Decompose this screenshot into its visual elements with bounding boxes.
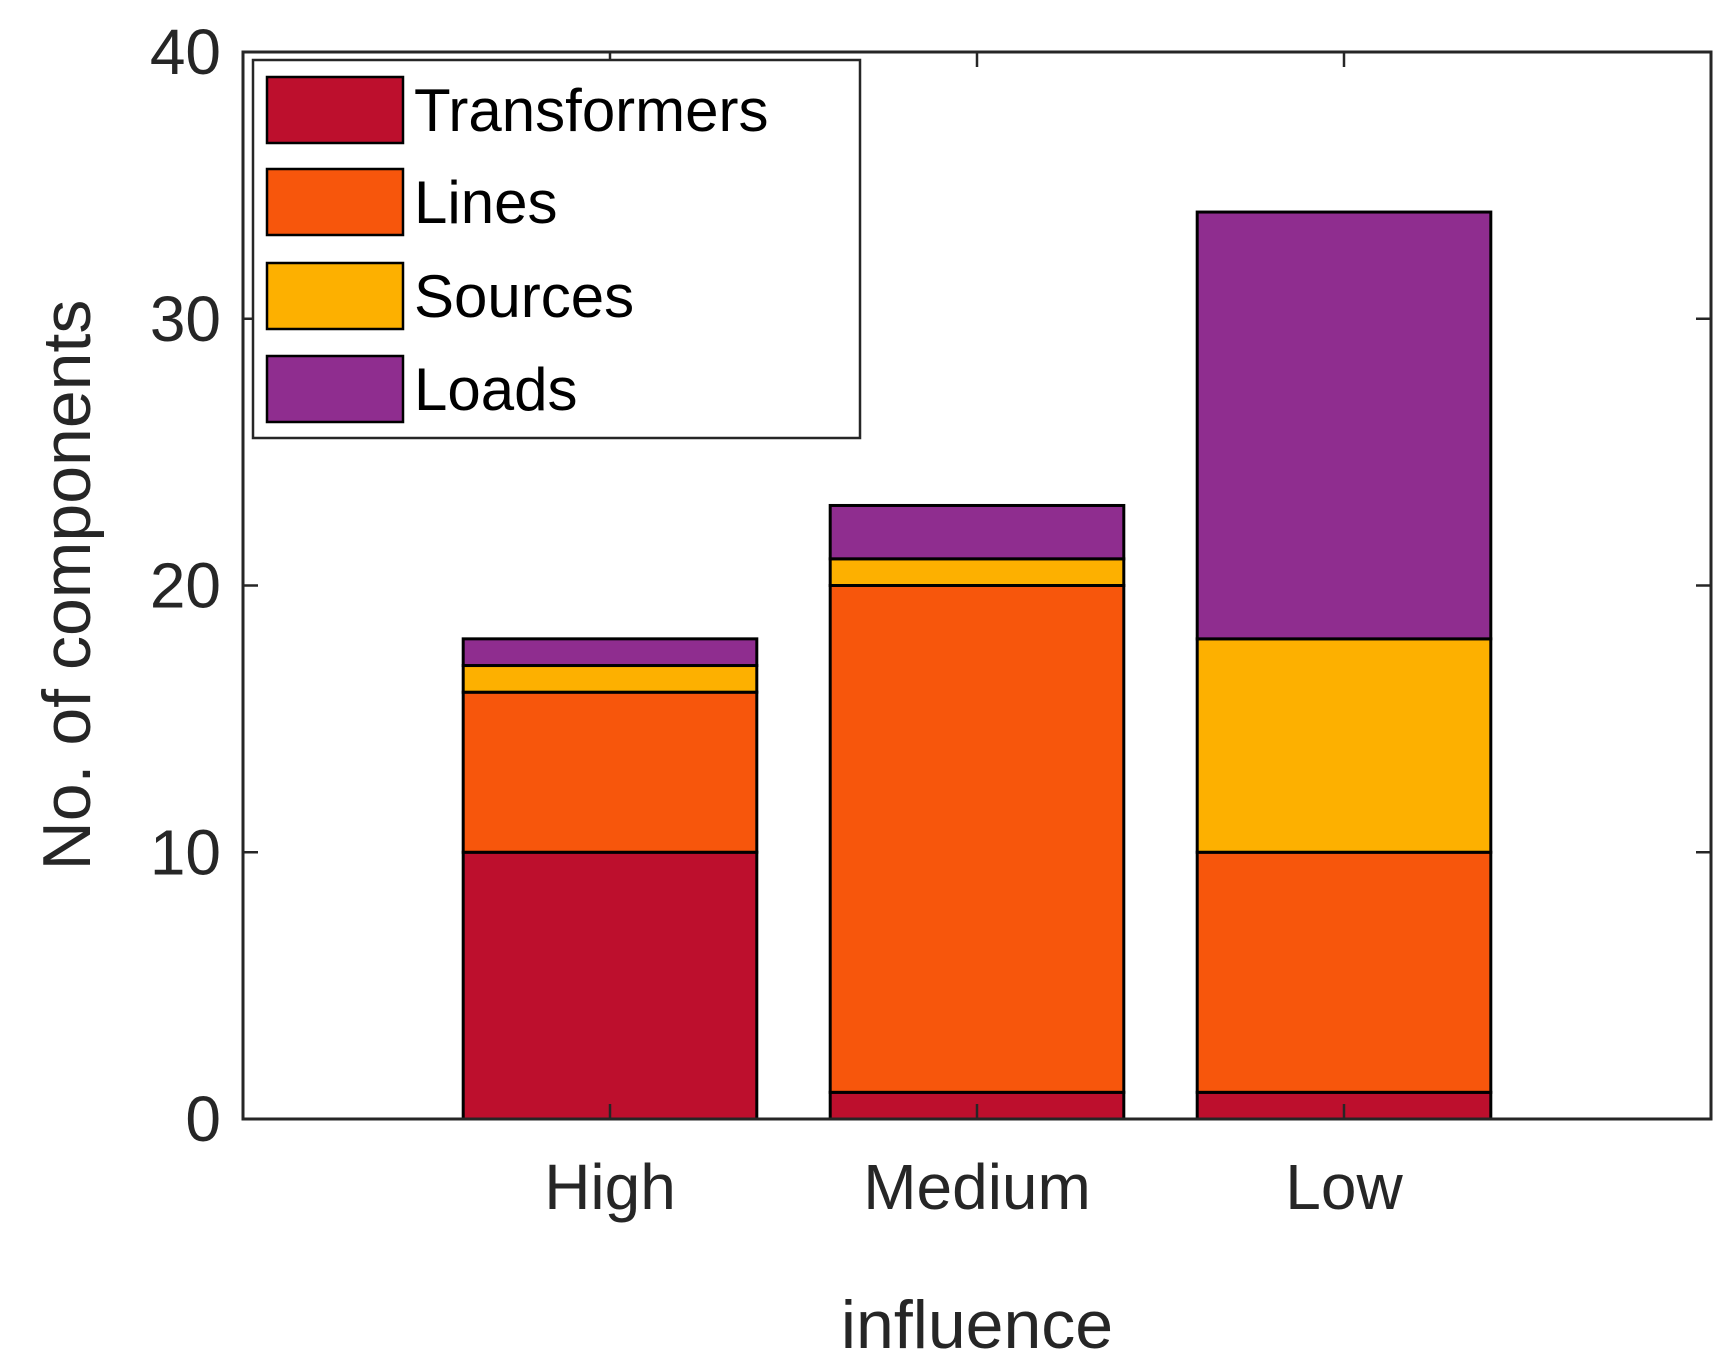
ytick-label-0: 0 bbox=[185, 1083, 221, 1155]
y-axis-label: No. of components bbox=[29, 300, 105, 871]
ytick-label-20: 20 bbox=[150, 550, 221, 622]
bar-lines-low bbox=[1195, 850, 1493, 1094]
legend: Transformers Lines Sources Loads bbox=[251, 58, 862, 440]
legend-swatch-lines bbox=[265, 167, 405, 237]
xtick-label-high: High bbox=[544, 1151, 676, 1223]
legend-swatch-loads bbox=[265, 354, 405, 424]
legend-swatch-sources bbox=[265, 261, 405, 331]
legend-label-loads: Loads bbox=[414, 356, 577, 423]
ytick-label-40: 40 bbox=[150, 16, 221, 88]
bar-sources-high bbox=[461, 664, 759, 694]
bar-sources-low bbox=[1195, 637, 1493, 854]
legend-swatch-transformers bbox=[265, 75, 405, 145]
bars-layer bbox=[461, 210, 1493, 1121]
bar-lines-high bbox=[461, 690, 759, 854]
bar-sources-medium bbox=[828, 557, 1126, 588]
legend-label-lines: Lines bbox=[414, 169, 557, 236]
ytick-label-10: 10 bbox=[150, 816, 221, 888]
bar-loads-medium bbox=[828, 503, 1126, 561]
ytick-label-30: 30 bbox=[150, 283, 221, 355]
y-tick-labels: 0 10 20 30 40 bbox=[150, 16, 221, 1155]
xtick-label-medium: Medium bbox=[863, 1151, 1091, 1223]
legend-label-sources: Sources bbox=[414, 263, 634, 330]
xtick-label-low: Low bbox=[1285, 1151, 1403, 1223]
bar-loads-low bbox=[1195, 210, 1493, 641]
x-axis-label: influence bbox=[841, 1287, 1113, 1363]
bar-lines-medium bbox=[828, 584, 1126, 1094]
bar-loads-high bbox=[461, 637, 759, 668]
x-tick-labels: High Medium Low bbox=[544, 1151, 1403, 1223]
legend-label-transformers: Transformers bbox=[414, 77, 769, 144]
bar-transformers-high bbox=[461, 850, 759, 1121]
